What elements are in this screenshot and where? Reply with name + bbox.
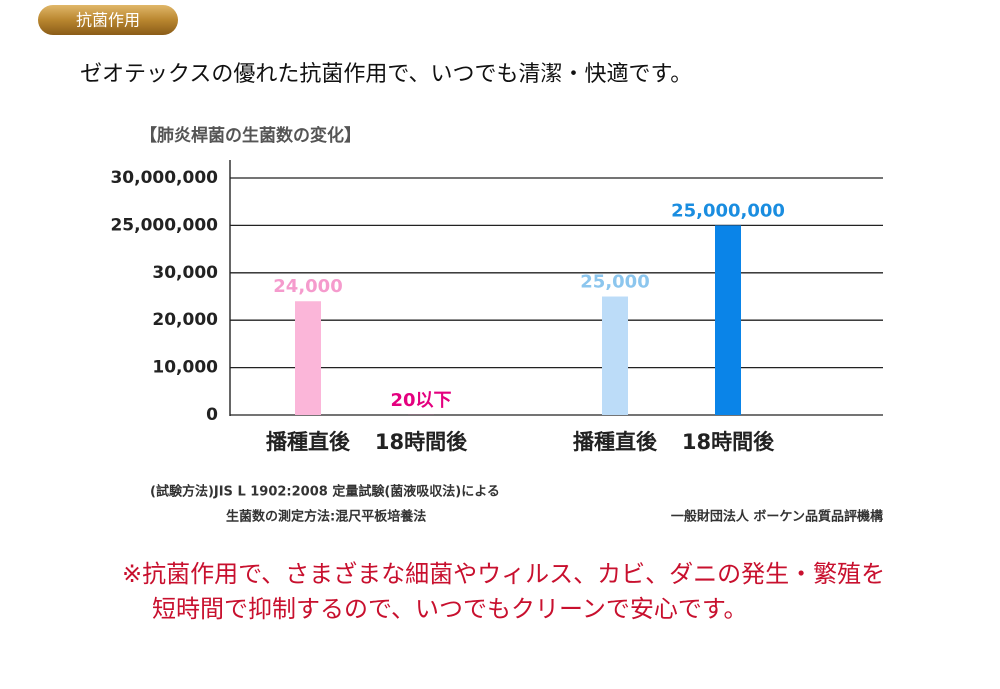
value-label: 24,000	[273, 276, 342, 297]
y-tick-label: 20,000	[152, 310, 218, 330]
x-tick-label: 播種直後	[266, 430, 351, 454]
chart-title: 【肺炎桿菌の生菌数の変化】	[140, 125, 361, 146]
bar	[295, 301, 321, 415]
x-tick-label: 18時間後	[375, 430, 468, 454]
y-tick-label: 25,000,000	[110, 215, 218, 235]
bar	[715, 225, 741, 415]
y-tick-label: 10,000	[152, 358, 218, 378]
value-label: 25,000	[580, 272, 649, 293]
y-tick-label: 0	[206, 405, 218, 425]
bar	[602, 296, 628, 415]
method-note: 生菌数の測定方法:混尺平板培養法	[226, 509, 426, 525]
x-tick-label: 18時間後	[682, 430, 775, 454]
tab-label: 抗菌作用	[76, 11, 140, 30]
value-label: 25,000,000	[671, 200, 785, 221]
y-tick-label: 30,000,000	[110, 168, 218, 188]
footer-note: 短時間で抑制するので、いつでもクリーンで安心です。	[152, 595, 747, 623]
method-note: (試験方法)JIS L 1902:2008 定量試験(菌液吸収法)による	[150, 484, 500, 500]
intro: ゼオテックスの優れた抗菌作用で、いつでも清潔・快適です。	[80, 62, 692, 87]
footer-note: ※抗菌作用で、さまざまな細菌やウィルス、カビ、ダニの発生・繁殖を	[122, 560, 885, 588]
organization: 一般財団法人 ボーケン品質品評機構	[671, 509, 883, 525]
x-tick-label: 播種直後	[573, 430, 658, 454]
tab-badge	[38, 5, 178, 35]
y-tick-label: 30,000	[152, 263, 218, 283]
value-label: 20以下	[390, 390, 451, 411]
